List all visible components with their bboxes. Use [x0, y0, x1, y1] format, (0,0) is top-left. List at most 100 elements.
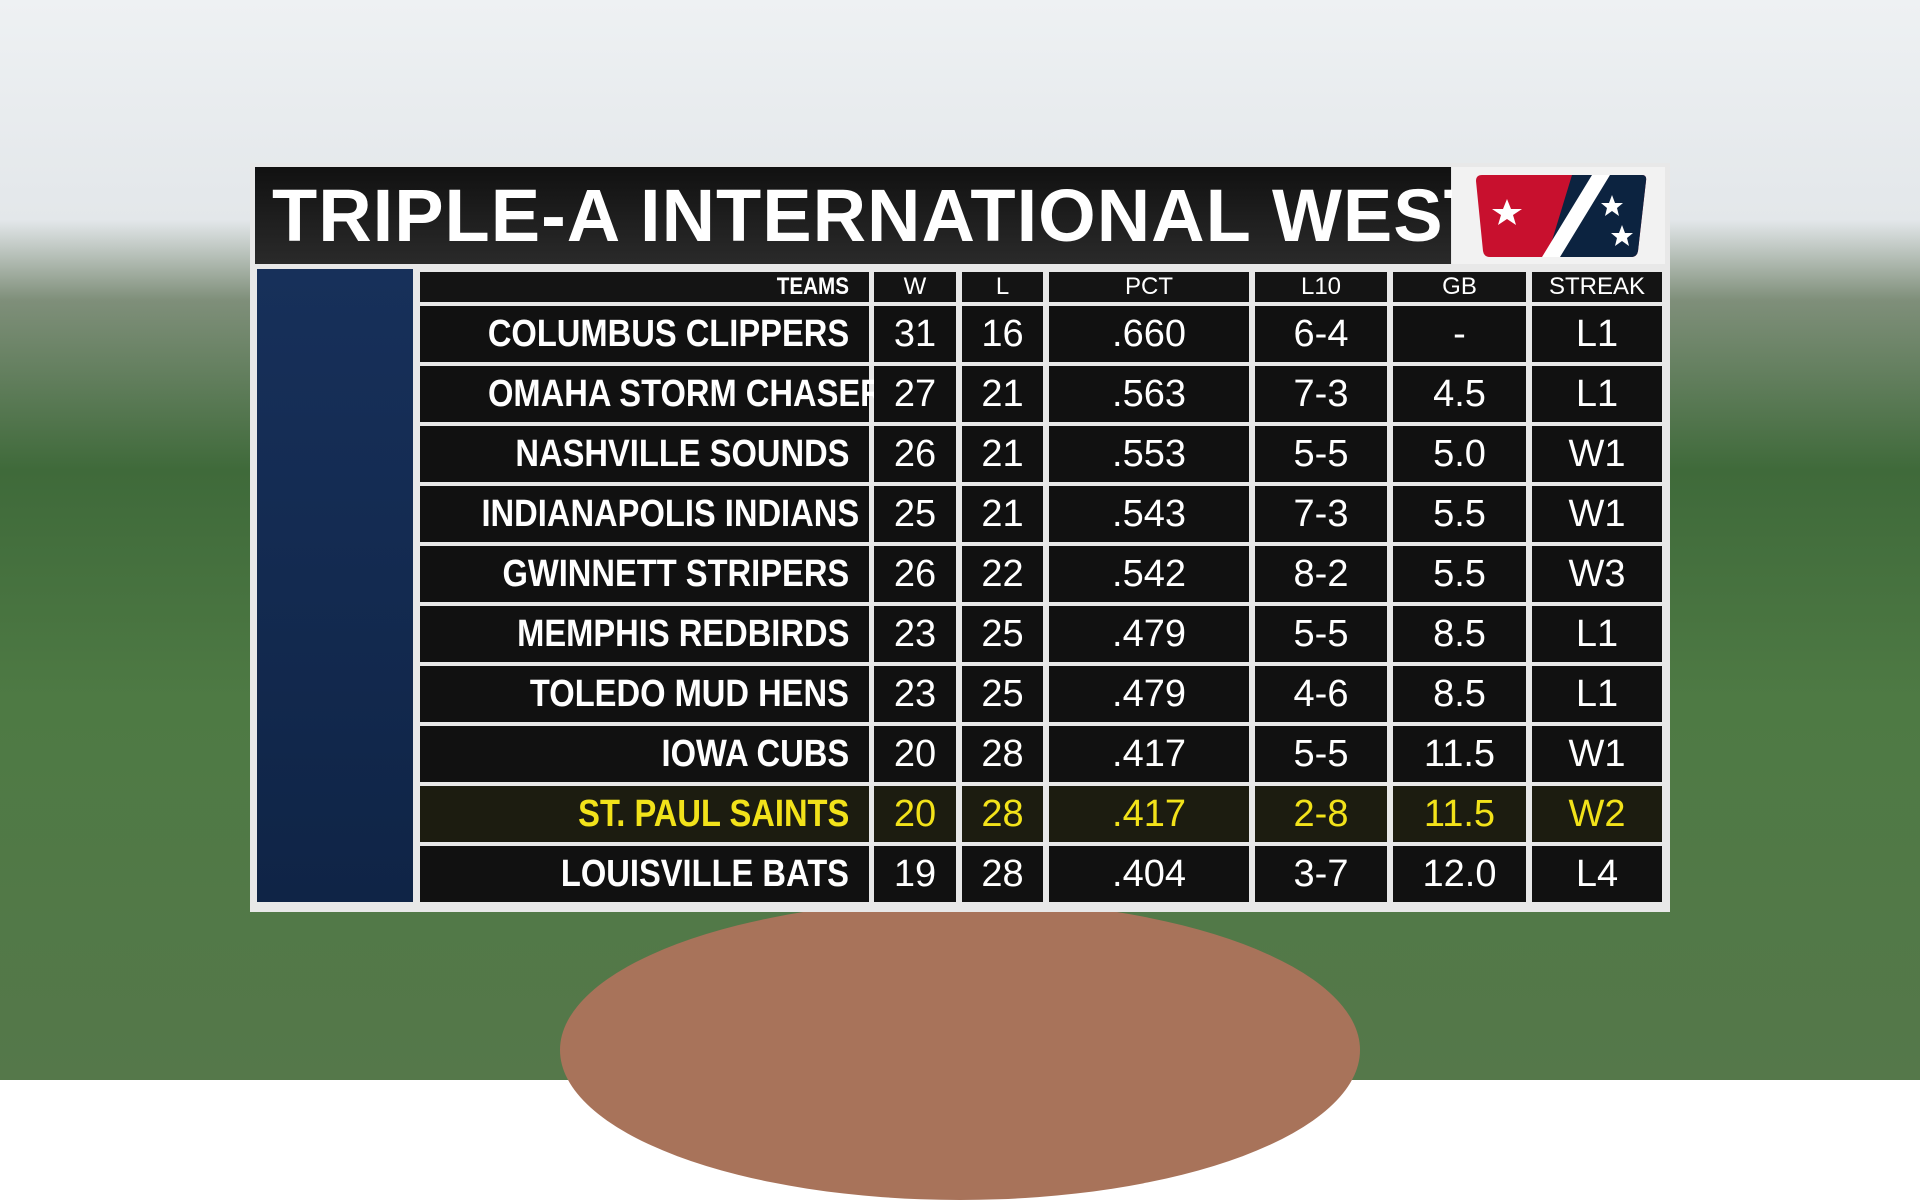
stat-cell: 8.5: [1393, 666, 1526, 722]
team-name: IOWA CUBS: [420, 726, 869, 782]
stat-cell-text: 5.0: [1433, 433, 1486, 475]
team-name-text: GWINNETT STRIPERS: [502, 553, 849, 595]
stat-cell: 5-5: [1255, 606, 1387, 662]
column-header-text: TEAMS: [776, 273, 849, 300]
stat-cell: 28: [962, 786, 1043, 842]
stat-cell-text: 5.5: [1433, 553, 1486, 595]
team-name: MEMPHIS REDBIRDS: [420, 606, 869, 662]
stat-cell: .417: [1049, 726, 1249, 782]
stat-cell-text: 28: [981, 793, 1024, 835]
stat-cell-text: .563: [1112, 373, 1186, 415]
stat-cell: 11.5: [1393, 786, 1526, 842]
stat-cell-text: 2-8: [1293, 793, 1349, 835]
stat-cell-text: 25: [893, 493, 937, 535]
stat-cell: 5.0: [1393, 426, 1526, 482]
stat-cell-text: 5-5: [1293, 733, 1349, 775]
stat-cell: 25: [874, 486, 956, 542]
stat-cell-text: L1: [1575, 613, 1619, 655]
title: TRIPLE-A INTERNATIONAL WEST: [272, 174, 1490, 257]
stat-cell: .543: [1049, 486, 1249, 542]
stat-cell-text: 3-7: [1293, 853, 1349, 895]
stat-cell-text: L1: [1575, 373, 1619, 415]
stat-cell-text: .417: [1112, 793, 1186, 835]
column-header-text: PCT: [1125, 273, 1173, 300]
stat-cell: 3-7: [1255, 846, 1387, 902]
stat-cell-text: 20: [893, 793, 937, 835]
stat-cell: L1: [1532, 666, 1662, 722]
team-name: LOUISVILLE BATS: [420, 846, 869, 902]
stat-cell-text: .404: [1112, 853, 1186, 895]
column-header: L: [962, 272, 1043, 302]
stat-cell: 25: [962, 606, 1043, 662]
column-header: STREAK: [1532, 272, 1662, 302]
stat-cell: 26: [874, 546, 956, 602]
stat-cell-text: 25: [981, 673, 1024, 715]
column-header-text: GB: [1442, 273, 1477, 300]
stat-cell: 23: [874, 606, 956, 662]
stat-cell: 5-5: [1255, 726, 1387, 782]
title-bar: [255, 167, 1451, 264]
stat-cell-text: W2: [1568, 793, 1626, 835]
column-header: GB: [1393, 272, 1526, 302]
stat-cell: 12.0: [1393, 846, 1526, 902]
stat-cell: 5-5: [1255, 426, 1387, 482]
stat-cell-text: W3: [1568, 553, 1626, 595]
stat-cell: 2-8: [1255, 786, 1387, 842]
stat-cell-text: 21: [981, 493, 1024, 535]
stat-cell-text: .479: [1112, 673, 1186, 715]
stat-cell-text: 28: [981, 853, 1024, 895]
team-name-text: OMAHA STORM CHASERS: [487, 373, 906, 415]
stat-cell: 20: [874, 786, 956, 842]
stat-cell: 28: [962, 726, 1043, 782]
stat-cell-text: .543: [1112, 493, 1186, 535]
team-name: GWINNETT STRIPERS: [420, 546, 869, 602]
team-name: NASHVILLE SOUNDS: [420, 426, 869, 482]
stat-cell: L1: [1532, 366, 1662, 422]
stat-cell-text: 11.5: [1423, 793, 1496, 835]
team-name-text: INDIANAPOLIS INDIANS: [481, 493, 860, 535]
stat-cell-text: 8.5: [1433, 673, 1486, 715]
stat-cell: W1: [1532, 726, 1662, 782]
stat-cell-text: 4.5: [1433, 373, 1486, 415]
stat-cell: 6-4: [1255, 306, 1387, 362]
stat-cell: 31: [874, 306, 956, 362]
stat-cell-text: 23: [893, 673, 937, 715]
stat-cell-text: 7-3: [1293, 493, 1349, 535]
stat-cell-text: 27: [893, 373, 937, 415]
stat-cell-text: 8.5: [1433, 613, 1486, 655]
column-header: W: [874, 272, 956, 302]
column-header-text: L: [995, 273, 1010, 300]
team-name-text: TOLEDO MUD HENS: [530, 673, 849, 715]
stat-cell-text: 23: [893, 613, 937, 655]
stat-cell-text: 12.0: [1422, 853, 1497, 895]
stat-cell: .479: [1049, 666, 1249, 722]
stat-cell: 21: [962, 426, 1043, 482]
stat-cell-text: .660: [1112, 313, 1186, 355]
stat-cell-text: 6-4: [1293, 313, 1349, 355]
stat-cell: W2: [1532, 786, 1662, 842]
stat-cell-text: 5.5: [1433, 493, 1486, 535]
team-name-text: MEMPHIS REDBIRDS: [516, 613, 849, 655]
stat-cell: 25: [962, 666, 1043, 722]
stat-cell-text: 5-5: [1293, 613, 1349, 655]
team-name: INDIANAPOLIS INDIANS: [420, 486, 869, 542]
stat-cell-text: 5-5: [1293, 433, 1349, 475]
team-name-text: IOWA CUBS: [661, 733, 849, 775]
stat-cell: 27: [874, 366, 956, 422]
column-header-text: L10: [1300, 273, 1342, 300]
stat-cell-text: .553: [1112, 433, 1186, 475]
stat-cell: -: [1393, 306, 1526, 362]
stat-cell-text: W1: [1568, 733, 1626, 775]
team-name: TOLEDO MUD HENS: [420, 666, 869, 722]
stat-cell: 5.5: [1393, 546, 1526, 602]
column-header-text: STREAK: [1548, 273, 1646, 300]
team-name-text: NASHVILLE SOUNDS: [514, 433, 849, 475]
team-name: COLUMBUS CLIPPERS: [420, 306, 869, 362]
stat-cell: W1: [1532, 486, 1662, 542]
stat-cell-text: W1: [1568, 433, 1626, 475]
stat-cell-text: L4: [1575, 853, 1619, 895]
stat-cell: W3: [1532, 546, 1662, 602]
stat-cell: 22: [962, 546, 1043, 602]
stat-cell: .563: [1049, 366, 1249, 422]
